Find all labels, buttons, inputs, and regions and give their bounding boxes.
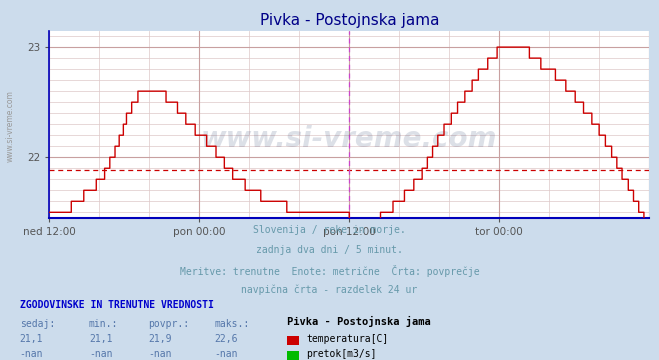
Text: -nan: -nan	[148, 349, 172, 359]
Text: 21,1: 21,1	[20, 334, 43, 344]
Text: -nan: -nan	[89, 349, 113, 359]
Text: sedaj:: sedaj:	[20, 319, 55, 329]
Text: pretok[m3/s]: pretok[m3/s]	[306, 349, 377, 359]
Text: povpr.:: povpr.:	[148, 319, 189, 329]
Text: ZGODOVINSKE IN TRENUTNE VREDNOSTI: ZGODOVINSKE IN TRENUTNE VREDNOSTI	[20, 300, 214, 310]
Text: 22,6: 22,6	[214, 334, 238, 344]
Text: Pivka - Postojnska jama: Pivka - Postojnska jama	[287, 316, 430, 327]
Text: -nan: -nan	[214, 349, 238, 359]
Text: Meritve: trenutne  Enote: metrične  Črta: povprečje: Meritve: trenutne Enote: metrične Črta: …	[180, 265, 479, 276]
Text: min.:: min.:	[89, 319, 119, 329]
Text: -nan: -nan	[20, 349, 43, 359]
Text: www.si-vreme.com: www.si-vreme.com	[201, 125, 498, 153]
Text: www.si-vreme.com: www.si-vreme.com	[5, 90, 14, 162]
Text: zadnja dva dni / 5 minut.: zadnja dva dni / 5 minut.	[256, 245, 403, 255]
Text: 21,9: 21,9	[148, 334, 172, 344]
Text: maks.:: maks.:	[214, 319, 249, 329]
Text: 21,1: 21,1	[89, 334, 113, 344]
Text: Slovenija / reke in morje.: Slovenija / reke in morje.	[253, 225, 406, 235]
Title: Pivka - Postojnska jama: Pivka - Postojnska jama	[260, 13, 439, 28]
Text: navpična črta - razdelek 24 ur: navpična črta - razdelek 24 ur	[241, 284, 418, 295]
Text: temperatura[C]: temperatura[C]	[306, 334, 389, 344]
